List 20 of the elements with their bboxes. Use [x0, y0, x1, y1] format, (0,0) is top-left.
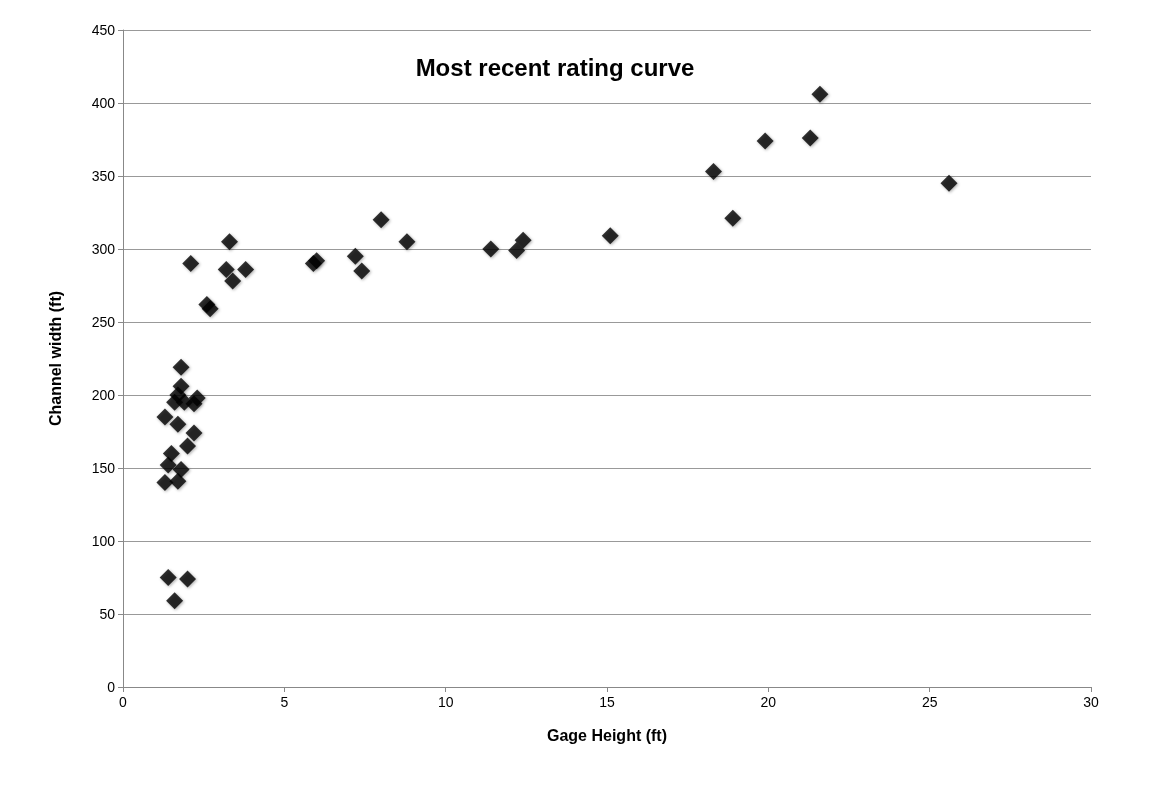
- y-tick-label: 0: [107, 679, 116, 695]
- y-tick-label: 200: [91, 387, 116, 403]
- x-tick-label: 10: [437, 694, 454, 710]
- y-tick-label: 100: [91, 533, 116, 549]
- x-tick-label: 20: [760, 694, 777, 710]
- y-tick-label: 400: [91, 95, 116, 111]
- y-tick-label: 450: [91, 22, 116, 38]
- x-tick-label: 0: [119, 694, 128, 710]
- y-tick-label: 300: [91, 241, 116, 257]
- x-axis-title: Gage Height (ft): [547, 726, 667, 744]
- x-tick-label: 5: [280, 694, 289, 710]
- y-axis-title: Channel width (ft): [46, 290, 64, 427]
- y-tick-label: 50: [99, 606, 116, 622]
- x-tick-label: 25: [921, 694, 938, 710]
- x-tick-label: 30: [1083, 694, 1099, 710]
- x-tick-label: 15: [599, 694, 615, 710]
- text: Most recent rating curve: [415, 53, 695, 81]
- y-tick-label: 350: [91, 168, 116, 184]
- y-tick-label: 150: [91, 460, 116, 476]
- y-tick-label: 250: [91, 314, 116, 330]
